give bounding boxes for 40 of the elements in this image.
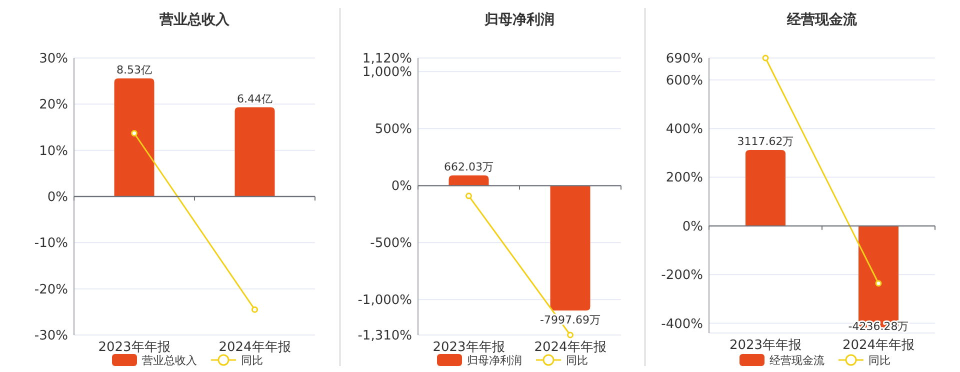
y-tick-label: 690% — [666, 52, 703, 66]
x-tick-label: 2024年年报 — [842, 338, 915, 353]
y-tick-label: -1,000% — [358, 293, 412, 308]
y-tick-label: -500% — [370, 236, 412, 252]
y-tick-label: 600% — [666, 73, 703, 88]
y-tick-label: 1,120% — [362, 52, 412, 66]
legend-label: 同比 — [566, 354, 588, 367]
x-tick-label: 2023年年报 — [432, 340, 505, 355]
data-label: 662.03万 — [444, 160, 494, 174]
legend-label: 归母净利润 — [467, 354, 522, 367]
data-label: 3117.62万 — [737, 135, 794, 148]
legend-label: 营业总收入 — [142, 354, 197, 367]
y-tick-label: -20% — [34, 282, 68, 298]
y-tick-label: -400% — [661, 316, 703, 332]
data-label: 6.44亿 — [237, 92, 272, 106]
y-tick-label: -200% — [661, 268, 703, 284]
x-tick-label: 2024年年报 — [534, 340, 606, 355]
y-tick-label: 20% — [39, 98, 68, 113]
y-tick-label: 1,000% — [362, 65, 412, 80]
x-tick-label: 2024年年报 — [218, 340, 291, 355]
x-tick-label: 2023年年报 — [98, 340, 170, 355]
y-tick-label: 0% — [391, 179, 412, 194]
legend-label: 经营现金流 — [770, 354, 824, 367]
y-tick-label: -10% — [34, 236, 68, 252]
y-tick-label: 200% — [666, 170, 703, 186]
y-tick-label: 500% — [374, 122, 412, 138]
chart-title: 归母净利润 — [484, 11, 554, 28]
y-tick-label: 0% — [47, 190, 68, 205]
chart-title: 营业总收入 — [158, 12, 230, 28]
x-tick-label: 2023年年报 — [729, 338, 802, 353]
y-tick-label: 0% — [682, 219, 703, 234]
legend-label: 同比 — [241, 354, 263, 367]
y-tick-label: -30% — [34, 328, 68, 344]
y-tick-label: -1,310% — [358, 328, 412, 344]
y-tick-label: 10% — [39, 144, 68, 159]
chart-title: 经营现金流 — [786, 11, 858, 28]
legend-label: 同比 — [868, 354, 890, 367]
y-tick-label: 400% — [666, 122, 703, 138]
data-label: 8.53亿 — [116, 63, 152, 76]
y-tick-label: 30% — [39, 52, 68, 66]
